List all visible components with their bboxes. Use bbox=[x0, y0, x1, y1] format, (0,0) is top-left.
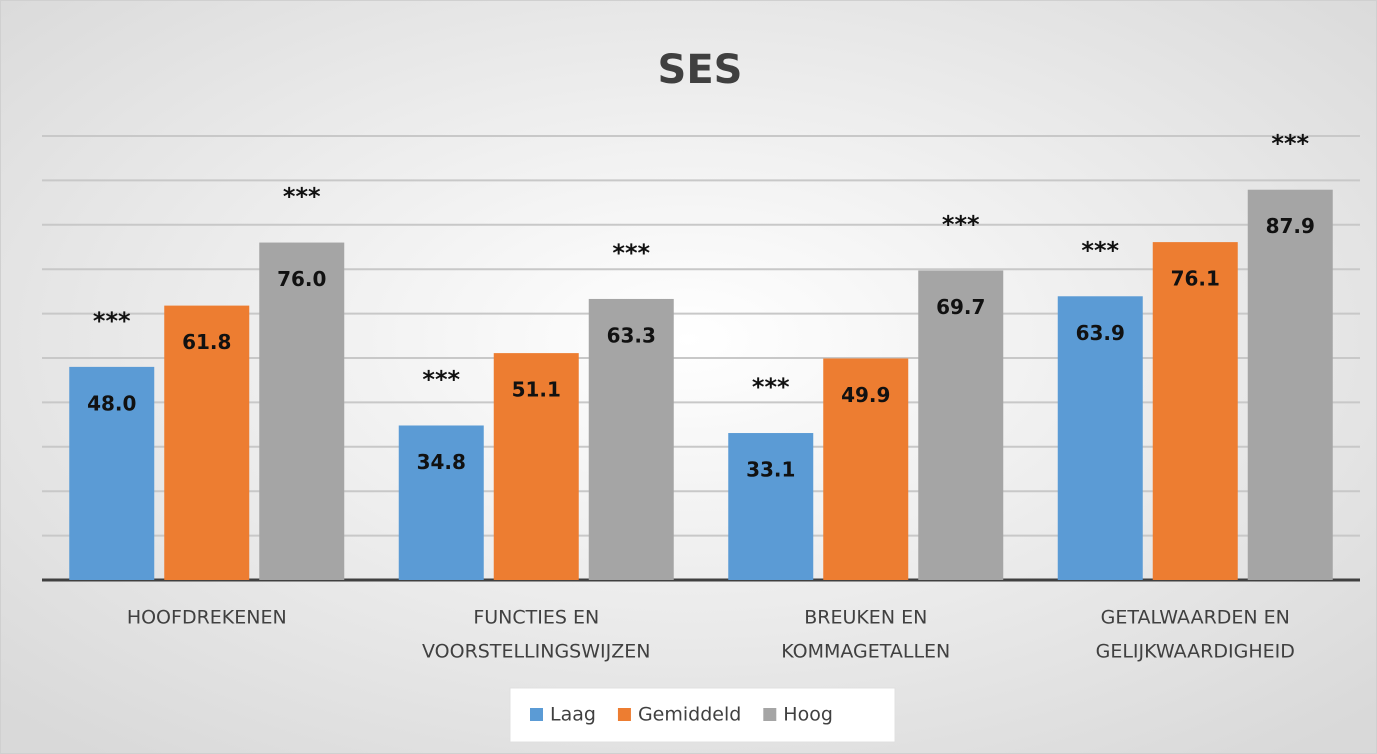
x-tick-label: VOORSTELLINGSWIJZEN bbox=[422, 641, 650, 663]
x-tick-label: HOOFDREKENEN bbox=[127, 607, 287, 629]
data-label: 51.1 bbox=[512, 378, 561, 402]
data-label: 87.9 bbox=[1266, 214, 1315, 238]
data-label: 63.3 bbox=[607, 323, 656, 347]
data-label: 33.1 bbox=[746, 458, 795, 482]
bar bbox=[1247, 189, 1333, 580]
annotation: *** bbox=[283, 183, 321, 211]
bar bbox=[823, 358, 909, 580]
annotation: *** bbox=[1271, 130, 1309, 158]
annotation: *** bbox=[752, 373, 790, 401]
legend-label: Hoog bbox=[783, 704, 833, 726]
bar bbox=[164, 305, 250, 580]
bar bbox=[493, 353, 579, 580]
annotation: *** bbox=[612, 239, 650, 267]
data-label: 61.8 bbox=[182, 330, 231, 354]
legend-box bbox=[509, 687, 896, 743]
x-tick-label: KOMMAGETALLEN bbox=[781, 641, 950, 663]
legend-swatch bbox=[530, 708, 543, 721]
bar bbox=[1057, 296, 1143, 580]
annotation: *** bbox=[93, 307, 131, 335]
data-label: 69.7 bbox=[936, 295, 985, 319]
bar bbox=[398, 425, 484, 580]
x-tick-label: GETALWAARDEN EN bbox=[1101, 607, 1290, 629]
legend-swatch bbox=[617, 708, 631, 721]
legend-label: Gemiddeld bbox=[638, 704, 741, 726]
annotation: *** bbox=[422, 365, 460, 393]
bar bbox=[1152, 242, 1238, 580]
bar bbox=[728, 433, 814, 580]
data-label: 63.9 bbox=[1076, 321, 1125, 345]
bar bbox=[69, 366, 155, 580]
annotation: *** bbox=[942, 211, 980, 239]
legend-label: Laag bbox=[550, 704, 596, 726]
x-tick-label: BREUKEN EN bbox=[804, 607, 927, 629]
data-label: 76.0 bbox=[277, 267, 326, 291]
bar bbox=[259, 242, 345, 580]
data-label: 48.0 bbox=[87, 391, 136, 415]
x-tick-label: GELIJKWAARDIGHEID bbox=[1096, 641, 1295, 663]
bar bbox=[918, 270, 1004, 580]
data-label: 34.8 bbox=[417, 450, 466, 474]
data-label: 76.1 bbox=[1171, 267, 1220, 291]
data-label: 49.9 bbox=[841, 383, 890, 407]
x-tick-label: FUNCTIES EN bbox=[473, 607, 599, 629]
chart-title: SES bbox=[658, 47, 743, 93]
annotation: *** bbox=[1081, 236, 1119, 264]
bar bbox=[588, 298, 674, 580]
legend-swatch bbox=[763, 708, 777, 721]
